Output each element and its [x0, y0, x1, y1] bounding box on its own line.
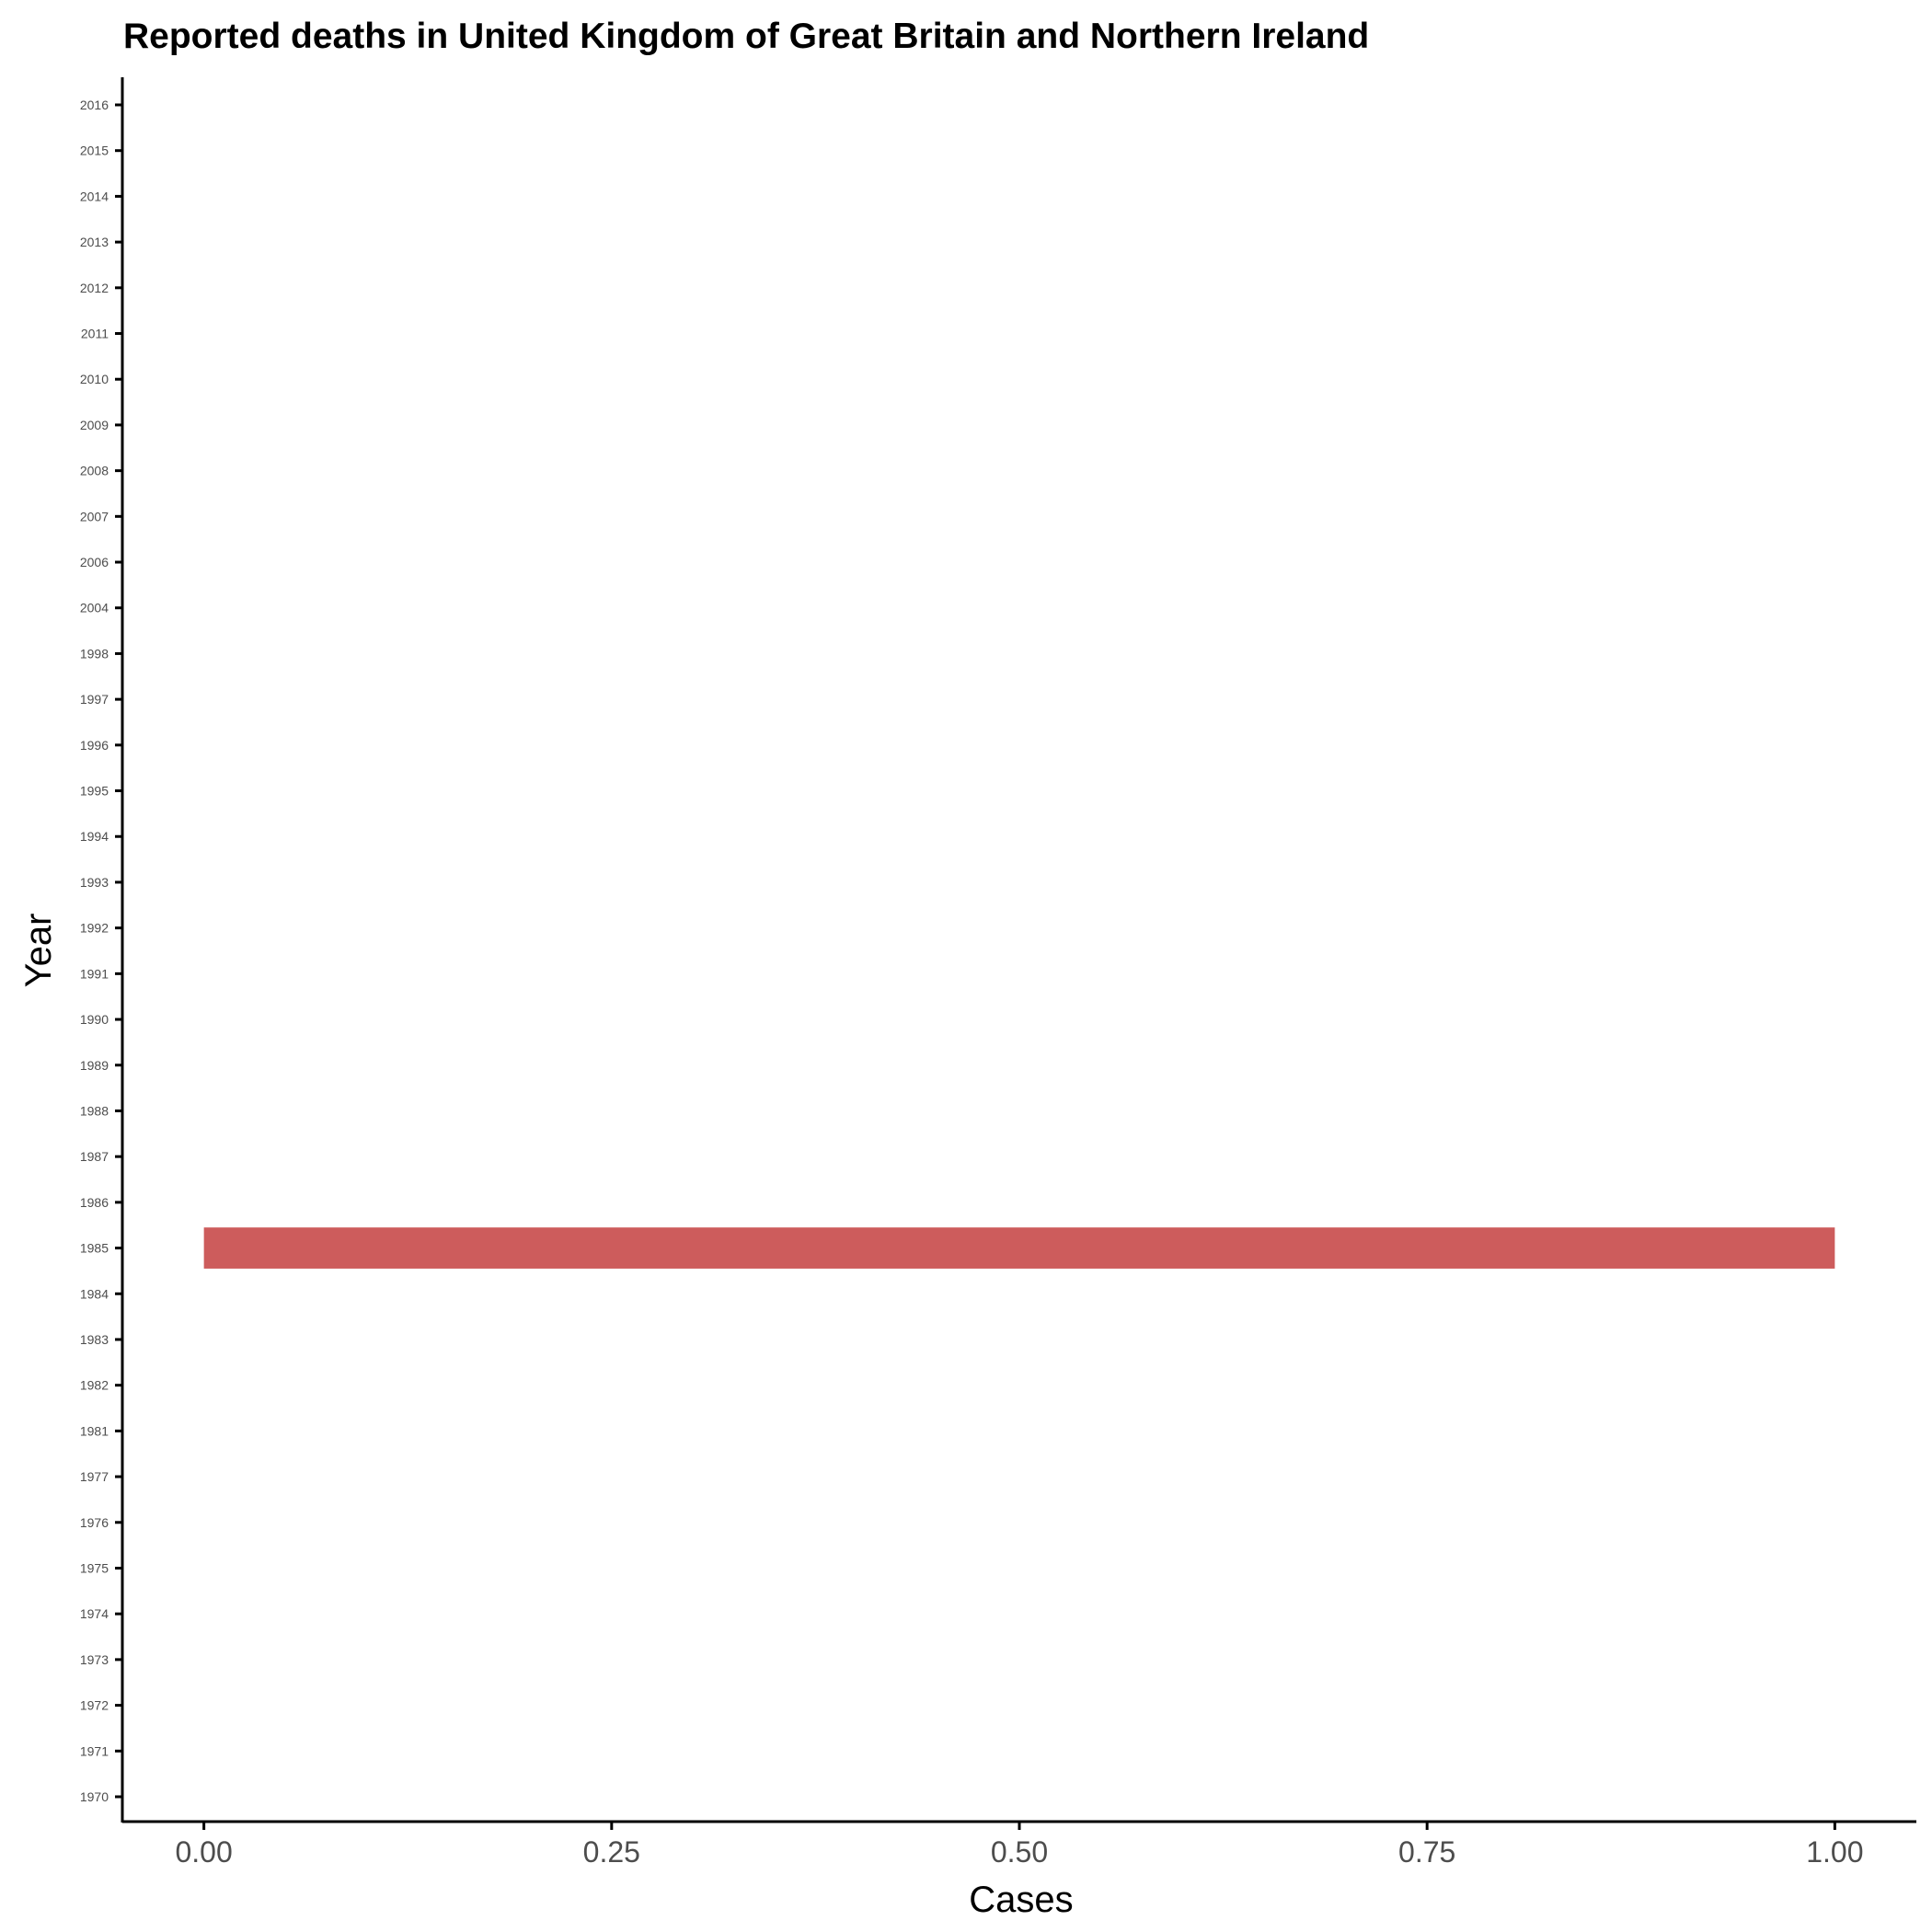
y-tick-label: 1972 — [80, 1698, 109, 1713]
y-tick-label: 1981 — [80, 1423, 109, 1438]
y-tick-label: 1991 — [80, 966, 109, 981]
y-tick-label: 2009 — [80, 418, 109, 432]
y-tick-label: 1984 — [80, 1286, 109, 1301]
x-tick-label: 0.00 — [175, 1835, 232, 1869]
y-tick-label: 1973 — [80, 1652, 109, 1667]
x-axis-ticks: 0.00 0.25 0.50 0.75 1.00 — [175, 1822, 1864, 1869]
y-tick-label: 1990 — [80, 1012, 109, 1027]
bars — [203, 1227, 1835, 1269]
y-tick-label: 2014 — [80, 189, 109, 203]
y-tick-label: 1971 — [80, 1743, 109, 1758]
y-axis-title: Year — [18, 914, 59, 988]
y-tick-label: 1987 — [80, 1149, 109, 1164]
y-tick-label: 2004 — [80, 601, 109, 615]
y-tick-label: 1993 — [80, 875, 109, 890]
y-tick-label: 2006 — [80, 555, 109, 569]
y-tick-label: 1986 — [80, 1195, 109, 1210]
y-tick-label: 2012 — [80, 281, 109, 295]
y-axis-ticks: 1970 1971 1972 1973 1974 1975 1976 1977 1981 1982… — [80, 98, 122, 1804]
y-tick-label: 2010 — [80, 372, 109, 386]
y-tick-label: 2015 — [80, 144, 109, 158]
y-tick-label: 1992 — [80, 921, 109, 936]
y-tick-label: 1994 — [80, 829, 109, 844]
y-tick-label: 1974 — [80, 1606, 109, 1621]
y-tick-label: 1997 — [80, 692, 109, 707]
y-tick-label: 1982 — [80, 1378, 109, 1393]
y-tick-label: 1975 — [80, 1560, 109, 1575]
y-tick-label: 2016 — [80, 98, 109, 112]
y-tick-label: 1989 — [80, 1058, 109, 1073]
y-tick-label: 2013 — [80, 235, 109, 249]
y-tick-label: 2007 — [80, 509, 109, 523]
bar-1985 — [203, 1227, 1835, 1269]
y-tick-label: 1977 — [80, 1469, 109, 1484]
x-tick-label: 0.75 — [1398, 1835, 1455, 1869]
y-tick-label: 1970 — [80, 1789, 109, 1804]
y-tick-label: 2008 — [80, 464, 109, 478]
chart-title: Reported deaths in United Kingdom of Gre… — [123, 17, 1369, 56]
x-tick-label: 0.50 — [991, 1835, 1048, 1869]
y-tick-label: 1988 — [80, 1103, 109, 1118]
y-tick-label: 1995 — [80, 784, 109, 799]
y-tick-label: 1998 — [80, 646, 109, 661]
x-tick-label: 1.00 — [1806, 1835, 1863, 1869]
x-tick-label: 0.25 — [583, 1835, 640, 1869]
y-tick-label: 2011 — [81, 327, 109, 341]
y-tick-label: 1976 — [80, 1515, 109, 1530]
x-axis-title: Cases — [969, 1880, 1073, 1920]
y-tick-label: 1983 — [80, 1332, 109, 1347]
y-tick-label: 1996 — [80, 738, 109, 753]
y-tick-label: 1985 — [80, 1241, 109, 1256]
